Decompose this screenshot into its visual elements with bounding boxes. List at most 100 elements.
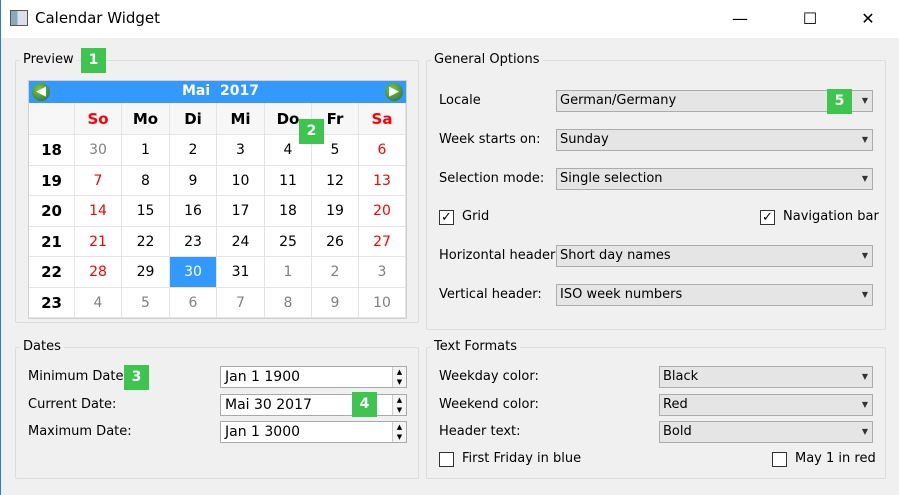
day-cell[interactable]: 11	[265, 165, 312, 196]
weekend-color-value: Red	[663, 397, 688, 412]
week-start-combo[interactable]: Sunday ▼	[556, 129, 873, 151]
day-cell[interactable]: 2	[170, 135, 217, 166]
day-cell[interactable]: 25	[265, 226, 312, 257]
spin-arrows-icon[interactable]: ▲ ▼	[392, 422, 406, 442]
arrow-right-icon[interactable]: ▶	[385, 83, 403, 101]
day-cell[interactable]: 23	[170, 226, 217, 257]
day-cell[interactable]: 6	[170, 287, 217, 318]
day-cell[interactable]: 13	[359, 165, 406, 196]
week-start-label: Week starts on:	[439, 132, 541, 147]
arrow-left-icon[interactable]: ◀	[32, 83, 50, 101]
day-cell[interactable]: 19	[312, 196, 359, 227]
day-cell[interactable]: 14	[75, 196, 122, 227]
weekday-color-value: Black	[663, 369, 699, 384]
week-number: 23	[29, 287, 75, 318]
day-cell[interactable]: 10	[359, 287, 406, 318]
corner-cell	[29, 103, 75, 135]
may1-checkbox[interactable]	[772, 452, 787, 467]
dates-title: Dates	[20, 339, 64, 354]
day-cell[interactable]: 3	[217, 135, 265, 166]
day-cell[interactable]: 26	[312, 226, 359, 257]
day-cell[interactable]: 28	[75, 257, 122, 288]
day-cell[interactable]: 12	[312, 165, 359, 196]
day-cell[interactable]: 27	[359, 226, 406, 257]
minimize-button[interactable]: —	[732, 9, 748, 28]
header-text-combo[interactable]: Bold ▼	[659, 421, 873, 443]
month-button[interactable]: Mai	[182, 83, 211, 99]
day-cell[interactable]: 7	[217, 287, 265, 318]
day-cell[interactable]: 8	[265, 287, 312, 318]
day-cell[interactable]: 21	[75, 226, 122, 257]
text-formats-title: Text Formats	[431, 339, 521, 354]
day-cell[interactable]: 22	[122, 226, 170, 257]
week-number: 19	[29, 165, 75, 196]
vertical-header-combo[interactable]: ISO week numbers ▼	[556, 284, 873, 306]
current-date-edit[interactable]: Mai 30 2017 ▲ ▼	[220, 394, 407, 416]
calendar[interactable]: ◀ ▶ Mai 2017 So Mo Di Mi Do Fr Sa 18 30 1 2 3 4 5 6 19 7…	[28, 80, 407, 319]
day-cell[interactable]: 4	[265, 135, 312, 166]
dropdown-arrow-icon: ▼	[861, 400, 868, 409]
day-cell[interactable]: 9	[170, 165, 217, 196]
week-start-value: Sunday	[560, 132, 609, 147]
close-button[interactable]: ✕	[861, 9, 875, 28]
spin-arrows-icon[interactable]: ▲ ▼	[392, 395, 406, 415]
day-cell[interactable]: 16	[170, 196, 217, 227]
day-cell[interactable]: 7	[75, 165, 122, 196]
selection-mode-value: Single selection	[560, 171, 663, 186]
day-cell[interactable]: 17	[217, 196, 265, 227]
day-cell[interactable]: 20	[359, 196, 406, 227]
week-number: 18	[29, 135, 75, 166]
maximum-date-edit[interactable]: Jan 1 3000 ▲ ▼	[220, 421, 407, 443]
day-cell[interactable]: 18	[265, 196, 312, 227]
day-cell[interactable]: 15	[122, 196, 170, 227]
day-cell[interactable]: 5	[312, 135, 359, 166]
spin-arrows-icon[interactable]: ▲ ▼	[392, 367, 406, 387]
day-cell[interactable]: 30	[170, 257, 217, 288]
year-button[interactable]: 2017	[220, 83, 259, 99]
vertical-header-value: ISO week numbers	[560, 287, 683, 302]
title-bar: Calendar Widget — ☐ ✕	[1, 0, 899, 38]
maximum-date-label: Maximum Date:	[28, 424, 132, 439]
day-cell[interactable]: 9	[312, 287, 359, 318]
day-cell[interactable]: 4	[75, 287, 122, 318]
week-number: 21	[29, 226, 75, 257]
may1-label: May 1 in red	[795, 451, 876, 466]
maximize-button[interactable]: ☐	[802, 9, 818, 28]
horizontal-header-combo[interactable]: Short day names ▼	[556, 245, 873, 267]
day-cell[interactable]: 6	[359, 135, 406, 166]
day-cell[interactable]: 1	[122, 135, 170, 166]
day-cell[interactable]: 31	[217, 257, 265, 288]
minimum-date-edit[interactable]: Jan 1 1900 ▲ ▼	[220, 366, 407, 388]
first-friday-checkbox[interactable]	[439, 452, 454, 467]
locale-combo[interactable]: German/Germany ▼	[556, 90, 873, 112]
day-cell[interactable]: 1	[265, 257, 312, 288]
day-cell[interactable]: 3	[359, 257, 406, 288]
minimum-date-label: Minimum Date:	[28, 369, 128, 384]
grid-checkbox[interactable]: ✓	[439, 210, 454, 225]
weekday-color-combo[interactable]: Black ▼	[659, 366, 873, 388]
badge-2: 2	[299, 119, 324, 144]
locale-label: Locale	[439, 93, 481, 108]
navigation-bar-checkbox[interactable]: ✓	[760, 210, 775, 225]
dropdown-arrow-icon: ▼	[861, 251, 868, 260]
week-number: 20	[29, 196, 75, 227]
day-cell[interactable]: 24	[217, 226, 265, 257]
day-cell[interactable]: 29	[122, 257, 170, 288]
maximum-date-value: Jan 1 3000	[225, 424, 301, 440]
dropdown-arrow-icon: ▼	[861, 174, 868, 183]
selection-mode-combo[interactable]: Single selection ▼	[556, 168, 873, 190]
vertical-header-label: Vertical header:	[439, 287, 542, 302]
day-header: Mi	[217, 103, 265, 135]
weekend-color-combo[interactable]: Red ▼	[659, 394, 873, 416]
badge-1: 1	[81, 48, 106, 73]
preview-group	[15, 60, 419, 323]
badge-5: 5	[827, 89, 852, 114]
weekday-color-label: Weekday color:	[439, 369, 539, 384]
day-cell[interactable]: 8	[122, 165, 170, 196]
general-options-group	[426, 60, 886, 330]
day-cell[interactable]: 2	[312, 257, 359, 288]
day-cell[interactable]: 30	[75, 135, 122, 166]
minimum-date-value: Jan 1 1900	[225, 369, 301, 385]
day-cell[interactable]: 10	[217, 165, 265, 196]
day-cell[interactable]: 5	[122, 287, 170, 318]
